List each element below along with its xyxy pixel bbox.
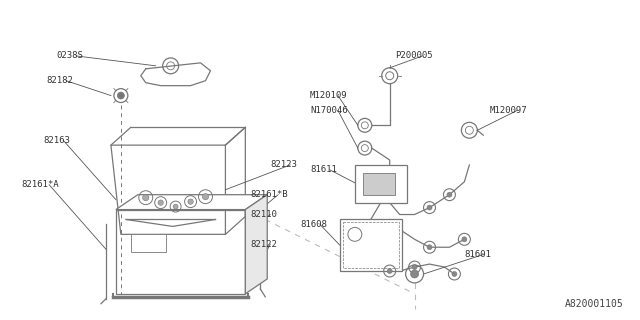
Circle shape	[158, 200, 163, 205]
Text: 81601: 81601	[465, 250, 492, 259]
Text: 82110: 82110	[250, 210, 277, 219]
Text: P200005: P200005	[395, 52, 432, 60]
Text: 81608: 81608	[300, 220, 327, 229]
Text: M120109: M120109	[310, 91, 348, 100]
Bar	[363, 173, 395, 195]
Text: 82163: 82163	[44, 136, 70, 145]
Polygon shape	[245, 195, 268, 294]
Text: N170046: N170046	[310, 106, 348, 115]
Circle shape	[188, 199, 193, 204]
Polygon shape	[116, 195, 268, 210]
Text: 82182: 82182	[46, 76, 73, 85]
Circle shape	[117, 92, 124, 99]
Bar	[343, 222, 399, 268]
Text: M120097: M120097	[489, 106, 527, 115]
Bar	[340, 220, 402, 271]
Circle shape	[427, 205, 432, 210]
Bar	[355, 165, 406, 203]
Circle shape	[452, 272, 457, 276]
Text: 82122: 82122	[250, 240, 277, 249]
Circle shape	[173, 204, 178, 209]
Circle shape	[143, 195, 149, 201]
Circle shape	[447, 192, 452, 197]
Bar	[131, 234, 166, 252]
Circle shape	[462, 237, 467, 242]
Text: 82161*A: 82161*A	[21, 180, 59, 189]
Text: 81611: 81611	[310, 165, 337, 174]
Circle shape	[411, 270, 419, 278]
Circle shape	[427, 245, 432, 250]
Circle shape	[387, 268, 392, 274]
Circle shape	[412, 265, 417, 269]
Circle shape	[202, 194, 209, 200]
Text: A820001105: A820001105	[565, 299, 623, 309]
Text: 82123: 82123	[270, 160, 297, 170]
Text: 82161*B: 82161*B	[250, 190, 288, 199]
Text: 0238S: 0238S	[56, 52, 83, 60]
